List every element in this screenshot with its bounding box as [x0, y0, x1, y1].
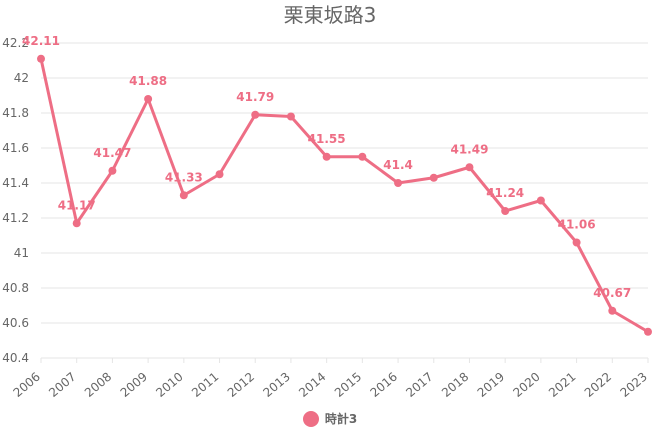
data-point — [572, 238, 581, 247]
data-point — [215, 170, 224, 179]
x-tick-label: 2009 — [118, 370, 150, 400]
data-point — [358, 152, 367, 161]
x-tick-label: 2015 — [332, 370, 364, 400]
data-point — [286, 112, 295, 121]
y-tick-label: 41.6 — [2, 141, 29, 155]
x-tick-label: 2014 — [296, 370, 328, 400]
data-label: 41.24 — [486, 186, 524, 200]
legend-marker — [302, 410, 319, 427]
data-point — [536, 196, 545, 205]
data-point — [108, 166, 117, 175]
data-label: 41.88 — [129, 74, 167, 88]
data-point — [37, 54, 45, 63]
y-tick-label: 40.8 — [2, 281, 29, 295]
data-label: 42.11 — [22, 34, 60, 48]
x-tick-label: 2022 — [582, 370, 614, 400]
y-tick-label: 41.8 — [2, 106, 29, 120]
x-tick-label: 2020 — [510, 370, 542, 400]
x-tick-label: 2012 — [225, 370, 257, 400]
data-point — [429, 173, 438, 182]
data-point — [322, 152, 331, 161]
data-label: 41.55 — [308, 132, 346, 146]
x-tick-label: 2018 — [439, 370, 471, 400]
data-label: 41.4 — [383, 158, 413, 172]
data-point — [144, 95, 153, 103]
data-label: 40.67 — [593, 286, 631, 300]
data-point — [72, 219, 81, 228]
x-tick-label: 2019 — [475, 370, 507, 400]
data-point — [608, 306, 617, 315]
legend-label: 時計3 — [324, 412, 358, 426]
y-tick-label: 42 — [14, 71, 29, 85]
chart-title: 栗東坂路3 — [283, 3, 377, 27]
y-tick-label: 40.6 — [2, 316, 29, 330]
x-tick-label: 2007 — [46, 370, 78, 400]
x-tick-label: 2010 — [153, 370, 185, 400]
y-tick-label: 41 — [14, 246, 29, 260]
x-tick-label: 2008 — [82, 370, 114, 400]
data-label: 41.79 — [236, 90, 274, 104]
data-point — [501, 207, 510, 215]
data-point — [251, 110, 260, 119]
y-tick-label: 42.2 — [2, 36, 29, 50]
x-tick-label: 2017 — [403, 370, 435, 400]
data-point — [394, 179, 403, 187]
legend[interactable]: 時計3 — [0, 410, 660, 427]
data-label: 41.49 — [450, 142, 488, 156]
data-label: 41.33 — [165, 170, 203, 184]
series-line — [39, 58, 649, 334]
x-tick-label: 2013 — [260, 370, 292, 400]
y-tick-label: 40.4 — [2, 351, 29, 365]
data-point — [644, 327, 652, 336]
data-point — [465, 163, 474, 172]
x-tick-label: 2021 — [546, 370, 578, 400]
x-tick-label: 2023 — [618, 370, 650, 400]
x-tick-label: 2006 — [11, 370, 43, 400]
data-point — [179, 191, 188, 200]
data-label: 41.47 — [93, 146, 131, 160]
y-tick-label: 41.4 — [2, 176, 29, 190]
y-tick-label: 41.2 — [2, 211, 29, 225]
x-tick-label: 2011 — [189, 370, 221, 400]
data-label: 41.17 — [58, 198, 96, 212]
x-tick-label: 2016 — [368, 370, 400, 400]
data-label: 41.06 — [558, 218, 596, 232]
